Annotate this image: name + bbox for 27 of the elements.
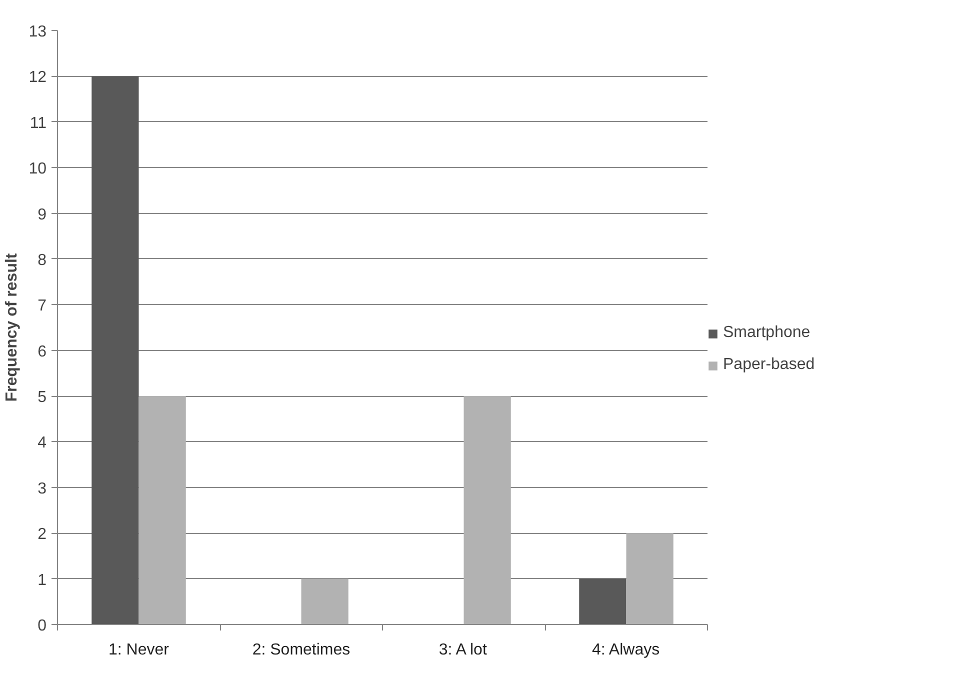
bar bbox=[301, 578, 348, 624]
y-tick-label: 8 bbox=[38, 252, 47, 269]
bar bbox=[464, 396, 511, 624]
x-tick-label: 4: Always bbox=[592, 642, 660, 658]
x-tick-label: 3: A lot bbox=[438, 642, 488, 658]
y-tick-label: 11 bbox=[30, 114, 47, 132]
y-tick-label: 13 bbox=[28, 24, 47, 40]
y-tick-label: 0 bbox=[38, 618, 47, 634]
y-tick-label: 6 bbox=[38, 343, 47, 360]
y-tick-label: 4 bbox=[38, 434, 47, 452]
y-tick-label: 2 bbox=[38, 526, 47, 544]
bar bbox=[138, 396, 186, 624]
y-tick-label: 12 bbox=[28, 69, 47, 86]
y-axis-title: Frequency of result bbox=[4, 252, 21, 402]
y-tick-label: 10 bbox=[28, 160, 47, 178]
y-tick-label: 3 bbox=[38, 480, 47, 498]
y-tick-label: 1 bbox=[38, 572, 47, 589]
bar bbox=[579, 578, 626, 624]
y-tick-label: 5 bbox=[38, 389, 47, 406]
x-tick-label: 2: Sometimes bbox=[252, 642, 350, 658]
bar bbox=[626, 533, 674, 624]
y-tick-label: 7 bbox=[38, 298, 47, 315]
x-tick-label: 1: Never bbox=[108, 642, 170, 658]
bar bbox=[92, 76, 139, 624]
legend-label: Smartphone bbox=[723, 324, 810, 342]
y-tick-label: 9 bbox=[38, 206, 47, 224]
legend-label: Paper-based bbox=[723, 356, 815, 374]
